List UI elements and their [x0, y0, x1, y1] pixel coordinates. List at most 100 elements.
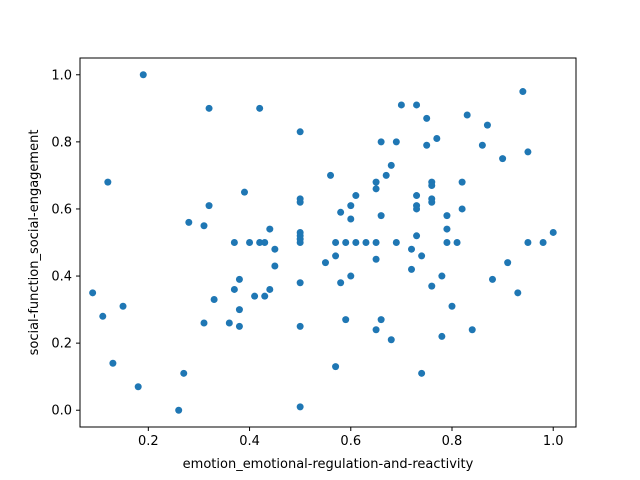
data-point: [423, 141, 431, 149]
data-point: [514, 289, 522, 297]
data-point: [499, 155, 507, 163]
data-point: [387, 336, 395, 344]
data-point: [296, 322, 304, 330]
data-point: [488, 275, 496, 283]
data-point: [377, 138, 385, 146]
data-point: [377, 212, 385, 220]
data-point: [347, 215, 355, 223]
data-point: [372, 255, 380, 263]
data-point: [423, 114, 431, 122]
data-point: [246, 239, 254, 246]
data-point: [519, 88, 527, 96]
data-point: [271, 262, 279, 270]
data-point: [418, 369, 426, 377]
x-tick-label: 0.6: [340, 434, 361, 449]
data-point: [382, 171, 390, 179]
data-point: [413, 101, 421, 109]
data-point: [99, 312, 107, 320]
data-point: [428, 181, 436, 189]
data-point: [332, 363, 340, 371]
data-point: [392, 138, 400, 146]
y-axis-label: social-function_social-engagement: [27, 130, 42, 356]
data-point: [347, 202, 355, 210]
data-point: [109, 359, 117, 367]
data-point: [175, 406, 183, 414]
y-tick-label: 0.2: [51, 337, 72, 352]
data-point: [549, 228, 557, 236]
y-tick-label: 0.6: [51, 202, 72, 217]
y-tick-label: 0.4: [51, 270, 72, 285]
data-point: [377, 316, 385, 324]
data-point: [392, 239, 400, 246]
data-point: [428, 198, 436, 206]
data-point: [261, 239, 269, 246]
data-point: [443, 212, 451, 220]
data-point: [342, 316, 350, 324]
data-point: [408, 245, 416, 253]
data-point: [438, 272, 446, 280]
data-point: [104, 178, 112, 186]
data-point: [458, 178, 466, 186]
data-point: [352, 239, 360, 246]
data-point: [235, 275, 243, 283]
data-point: [413, 192, 421, 200]
plot-frame: [79, 57, 577, 428]
data-point: [296, 279, 304, 287]
data-point: [362, 239, 370, 246]
data-point: [200, 222, 208, 230]
data-point: [205, 104, 213, 112]
data-point: [230, 285, 238, 293]
data-point: [448, 302, 456, 310]
y-tick-label: 1.0: [51, 68, 72, 83]
data-point: [387, 161, 395, 169]
data-point: [438, 332, 446, 340]
data-point: [352, 192, 360, 200]
data-point: [332, 252, 340, 260]
data-point: [433, 135, 441, 143]
data-point: [337, 208, 345, 216]
data-point: [524, 148, 532, 156]
data-point: [504, 259, 512, 267]
data-point: [266, 225, 274, 233]
x-tick-label: 1.0: [543, 434, 564, 449]
data-point: [230, 239, 238, 246]
data-point: [89, 289, 97, 297]
data-point: [271, 245, 279, 253]
points-layer: [89, 71, 557, 414]
data-point: [235, 306, 243, 314]
data-point: [443, 239, 451, 246]
data-point: [321, 259, 329, 267]
data-point: [256, 104, 264, 112]
data-point: [428, 282, 436, 290]
x-tick-label: 0.8: [442, 434, 463, 449]
data-point: [185, 218, 193, 226]
data-point: [180, 369, 188, 377]
data-point: [372, 178, 380, 186]
data-point: [296, 128, 304, 136]
data-point: [225, 319, 233, 327]
data-point: [296, 198, 304, 206]
data-point: [134, 383, 142, 391]
data-point: [235, 322, 243, 330]
data-point: [463, 111, 471, 119]
data-point: [261, 292, 269, 300]
data-point: [483, 121, 491, 129]
data-point: [478, 141, 486, 149]
data-point: [372, 326, 380, 334]
data-point: [372, 239, 380, 246]
data-point: [539, 239, 547, 246]
data-point: [413, 205, 421, 213]
data-point: [342, 239, 350, 246]
data-point: [418, 252, 426, 260]
x-axis-ticks: 0.2 0.4 0.6 0.8 1.0: [138, 427, 564, 449]
data-point: [256, 239, 264, 246]
data-point: [327, 171, 335, 179]
data-point: [337, 279, 345, 287]
data-point: [240, 188, 248, 196]
data-point: [296, 239, 304, 246]
data-point: [458, 205, 466, 213]
data-point: [200, 319, 208, 327]
x-tick-label: 0.4: [239, 434, 260, 449]
